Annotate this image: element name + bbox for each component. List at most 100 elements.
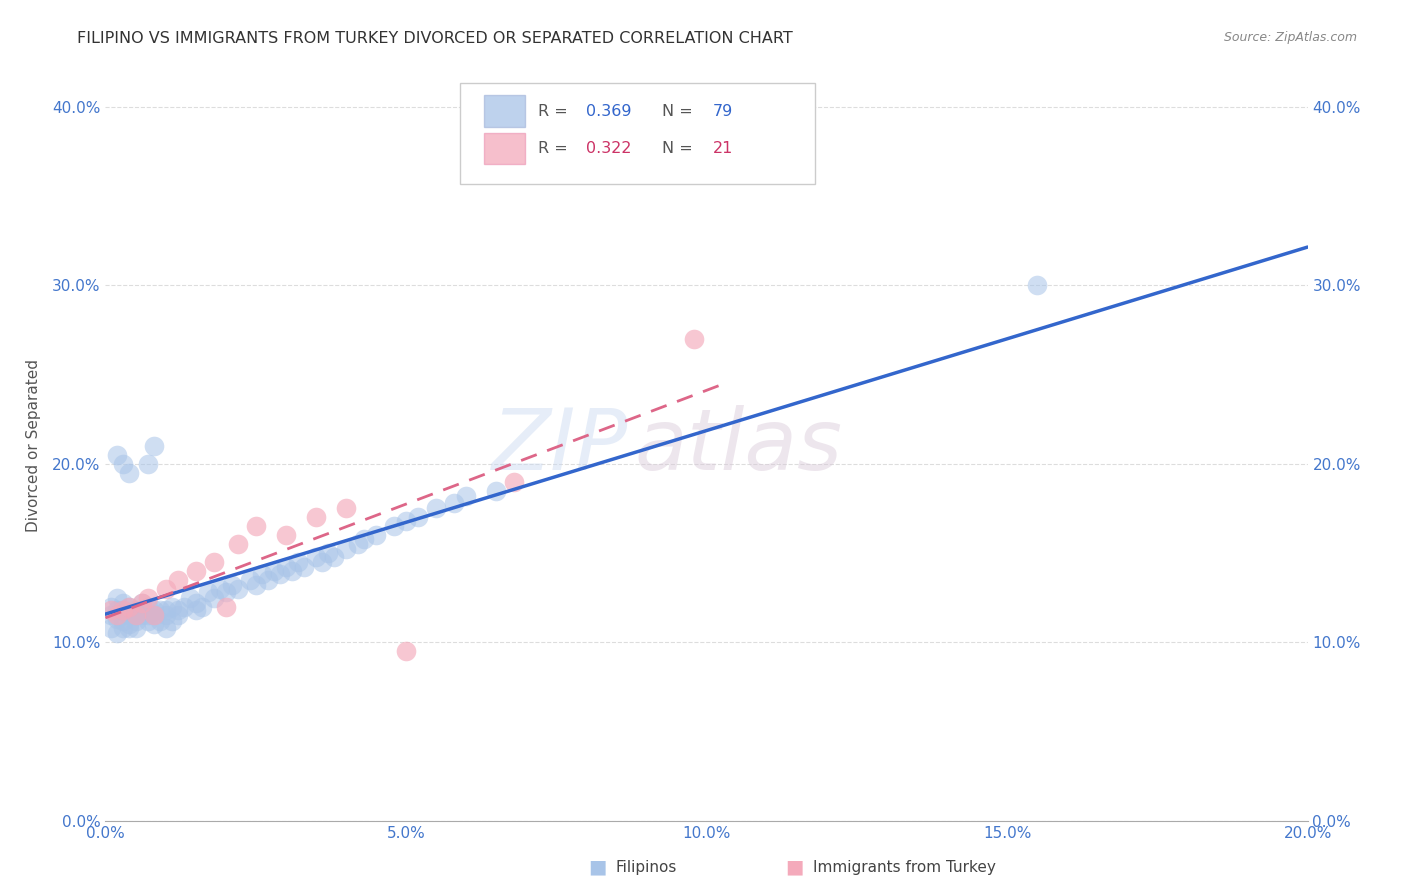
Point [250, 567, 273, 582]
Point [274, 560, 297, 574]
Point [107, 448, 129, 462]
Point [353, 532, 375, 546]
Point [107, 603, 129, 617]
Point [131, 608, 153, 623]
Point [118, 621, 141, 635]
Point [503, 475, 526, 489]
Text: R =: R = [538, 103, 574, 119]
Point [155, 621, 177, 635]
Point [269, 567, 291, 582]
Point [190, 599, 212, 614]
Text: Source: ZipAtlas.com: Source: ZipAtlas.com [1223, 31, 1357, 45]
Point [202, 555, 225, 569]
Point [148, 614, 170, 628]
Point [142, 603, 165, 617]
Point [1026, 278, 1049, 293]
Point [197, 585, 219, 599]
Text: Filipinos: Filipinos [616, 860, 678, 874]
Point [322, 549, 344, 564]
Point [118, 599, 141, 614]
Text: Immigrants from Turkey: Immigrants from Turkey [813, 860, 995, 874]
Point [100, 621, 122, 635]
Point [305, 549, 328, 564]
Point [166, 608, 188, 623]
Point [136, 614, 159, 628]
Point [263, 564, 285, 578]
Point [107, 612, 129, 626]
Y-axis label: Divorced or Separated: Divorced or Separated [25, 359, 41, 533]
Point [155, 582, 177, 596]
Point [112, 596, 135, 610]
Point [166, 603, 188, 617]
Point [118, 608, 141, 623]
Point [155, 603, 177, 617]
Point [335, 542, 357, 557]
Text: 79: 79 [713, 103, 733, 119]
Point [124, 603, 146, 617]
Text: 0.369: 0.369 [586, 103, 631, 119]
Point [142, 617, 165, 632]
Point [112, 614, 135, 628]
Point [131, 603, 153, 617]
Text: ZIP: ZIP [492, 404, 628, 488]
Point [485, 483, 508, 498]
Point [287, 555, 309, 569]
Point [184, 564, 207, 578]
Point [142, 608, 165, 623]
Point [239, 573, 262, 587]
Text: FILIPINO VS IMMIGRANTS FROM TURKEY DIVORCED OR SEPARATED CORRELATION CHART: FILIPINO VS IMMIGRANTS FROM TURKEY DIVOR… [77, 31, 793, 46]
Text: ■: ■ [588, 857, 607, 877]
Text: atlas: atlas [634, 404, 842, 488]
Point [124, 614, 146, 628]
Point [347, 537, 370, 551]
Point [155, 608, 177, 623]
Point [305, 510, 328, 524]
Point [112, 457, 135, 471]
Point [274, 528, 297, 542]
Point [226, 537, 249, 551]
Text: 21: 21 [713, 141, 733, 156]
FancyBboxPatch shape [484, 133, 524, 164]
Point [179, 591, 201, 605]
Point [118, 599, 141, 614]
Point [160, 614, 183, 628]
Point [124, 608, 146, 623]
Point [184, 596, 207, 610]
Point [443, 496, 465, 510]
Point [142, 608, 165, 623]
Point [124, 621, 146, 635]
Point [100, 599, 122, 614]
Point [208, 582, 231, 596]
Point [107, 626, 129, 640]
Text: 0.322: 0.322 [586, 141, 631, 156]
Point [112, 621, 135, 635]
Point [136, 591, 159, 605]
FancyBboxPatch shape [484, 95, 524, 127]
Text: N =: N = [662, 103, 697, 119]
Point [202, 591, 225, 605]
Point [406, 510, 429, 524]
Text: N =: N = [662, 141, 697, 156]
Point [683, 332, 706, 346]
Point [166, 573, 188, 587]
Point [226, 582, 249, 596]
Point [456, 489, 478, 503]
Point [221, 578, 243, 592]
Point [112, 603, 135, 617]
Point [131, 596, 153, 610]
Point [112, 603, 135, 617]
Point [214, 599, 236, 614]
FancyBboxPatch shape [460, 83, 814, 184]
Point [245, 519, 267, 533]
Point [124, 608, 146, 623]
Point [173, 599, 195, 614]
Point [281, 564, 304, 578]
Point [107, 591, 129, 605]
Point [136, 599, 159, 614]
Point [184, 603, 207, 617]
Point [107, 608, 129, 623]
Point [148, 603, 170, 617]
Point [425, 501, 447, 516]
Point [245, 578, 267, 592]
Point [136, 457, 159, 471]
